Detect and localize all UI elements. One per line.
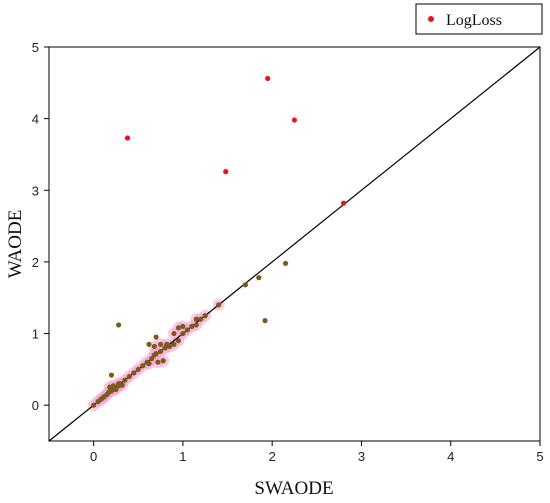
data-point	[146, 361, 152, 367]
data-point	[151, 343, 157, 350]
data-point	[110, 383, 116, 389]
y-tick-label: 1	[32, 327, 39, 342]
data-point	[216, 302, 222, 308]
data-point	[175, 338, 182, 344]
data-point	[175, 325, 182, 331]
y-tick-label: 5	[32, 40, 39, 55]
data-point	[193, 316, 199, 322]
legend-marker	[428, 16, 434, 22]
y-tick-label: 4	[32, 112, 39, 127]
data-point	[160, 358, 166, 364]
data-point	[124, 135, 131, 141]
data-point	[122, 377, 128, 383]
data-point	[140, 363, 146, 369]
data-point	[193, 322, 199, 328]
data-point	[171, 330, 177, 337]
data-point	[198, 316, 204, 322]
data-point	[108, 372, 115, 378]
data-point	[153, 351, 159, 357]
data-point	[164, 341, 170, 347]
data-point	[180, 330, 186, 337]
x-tick-label: 1	[179, 449, 186, 464]
data-point	[91, 402, 97, 408]
data-point	[119, 382, 125, 388]
data-point	[282, 260, 289, 266]
x-tick-label: 0	[90, 449, 97, 464]
x-axis-ticks: 0 1 2 3 4 5	[90, 441, 544, 464]
data-point	[242, 282, 248, 288]
data-point	[341, 200, 347, 206]
data-point	[155, 359, 161, 365]
data-point	[171, 341, 177, 347]
data-point	[291, 117, 298, 123]
x-tick-label: 5	[536, 449, 543, 464]
y-axis-ticks: 0 1 2 3 4 5	[32, 40, 49, 413]
data-point	[202, 313, 208, 319]
x-tick-label: 2	[269, 449, 276, 464]
data-point	[153, 334, 159, 340]
data-point	[184, 327, 190, 333]
points-layer	[91, 75, 347, 408]
data-point	[262, 318, 268, 324]
data-point	[180, 323, 186, 329]
data-point	[146, 341, 152, 347]
data-point	[126, 373, 132, 380]
x-tick-label: 4	[447, 449, 454, 464]
y-axis-title: WAODE	[5, 210, 26, 279]
y-tick-label: 2	[32, 255, 39, 270]
data-point	[189, 323, 195, 329]
data-point	[256, 275, 262, 281]
y-tick-label: 0	[32, 398, 39, 413]
legend-box	[415, 3, 543, 35]
y-tick-label: 3	[32, 183, 39, 198]
data-point	[157, 348, 164, 355]
x-axis-title: SWAODE	[254, 478, 333, 499]
data-point	[265, 75, 271, 82]
plot-frame	[48, 46, 541, 442]
reference-line-y-equals-x	[48, 46, 541, 442]
data-point	[113, 386, 119, 393]
data-point	[223, 169, 229, 175]
x-tick-label: 3	[358, 449, 365, 464]
legend-label: LogLoss	[446, 12, 502, 29]
data-point	[149, 356, 155, 362]
data-point	[131, 370, 137, 376]
data-point	[157, 341, 164, 347]
data-point	[135, 366, 141, 372]
legend: LogLoss	[415, 3, 543, 35]
data-point	[116, 322, 122, 328]
